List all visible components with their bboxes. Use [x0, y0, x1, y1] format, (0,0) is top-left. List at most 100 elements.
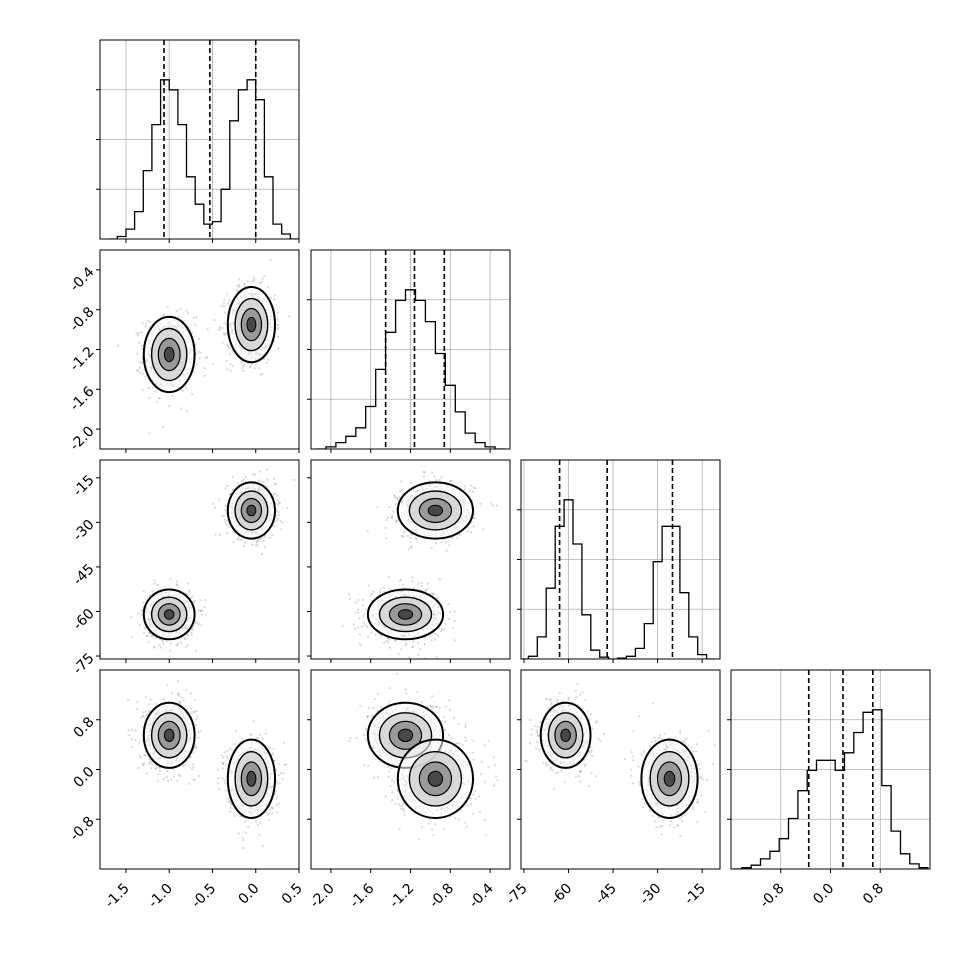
- sample-point: [388, 587, 391, 590]
- sample-point: [223, 298, 226, 301]
- sample-point: [221, 341, 224, 344]
- sample-point: [189, 712, 193, 715]
- sample-point: [147, 387, 150, 390]
- sample-point: [261, 537, 264, 540]
- sample-point: [255, 363, 258, 366]
- sample-point: [142, 764, 145, 767]
- sample-point: [276, 318, 279, 321]
- sample-point: [169, 778, 173, 781]
- sample-point: [225, 523, 228, 526]
- sample-point: [430, 546, 433, 549]
- sample-point: [253, 367, 256, 370]
- sample-point: [384, 526, 387, 529]
- sample-point: [263, 535, 266, 538]
- sample-point: [422, 470, 425, 473]
- sample-point: [153, 582, 156, 585]
- sample-point: [195, 622, 198, 625]
- sample-point: [274, 520, 277, 523]
- sample-point: [222, 514, 225, 518]
- sample-point: [195, 745, 198, 749]
- sample-point: [220, 514, 223, 518]
- sample-point: [240, 538, 243, 542]
- sample-point: [145, 772, 149, 775]
- sample-point: [189, 756, 192, 759]
- sample-point: [149, 320, 152, 323]
- sample-point: [445, 549, 448, 552]
- sample-point: [357, 626, 360, 629]
- sample-point: [166, 779, 170, 783]
- sample-point: [197, 350, 200, 353]
- sample-point: [178, 773, 181, 777]
- sample-point: [232, 488, 235, 491]
- sample-point: [362, 621, 365, 625]
- sample-point: [225, 359, 228, 362]
- sample-point: [237, 283, 240, 286]
- sample-point: [467, 526, 470, 530]
- sample-point: [412, 586, 415, 590]
- sample-point: [412, 640, 415, 643]
- sample-point: [146, 713, 149, 717]
- sample-point: [495, 504, 498, 507]
- sample-point: [396, 497, 399, 500]
- sample-point: [361, 615, 364, 618]
- sample-point: [237, 535, 240, 538]
- sample-point: [419, 648, 422, 651]
- sample-point: [203, 606, 206, 609]
- sample-point: [196, 621, 199, 624]
- sample-point: [197, 774, 200, 778]
- sample-point: [228, 493, 231, 496]
- sample-point: [175, 309, 179, 312]
- sample-point: [169, 577, 172, 580]
- sample-point: [204, 614, 207, 617]
- sample-point: [278, 501, 281, 504]
- sample-point: [231, 488, 234, 491]
- sample-point: [196, 363, 199, 366]
- sample-point: [273, 298, 276, 301]
- sample-point: [240, 367, 243, 370]
- sample-point: [194, 746, 197, 749]
- sample-point: [358, 633, 361, 636]
- sample-point: [141, 388, 144, 392]
- sample-point: [176, 779, 179, 783]
- sample-point: [173, 775, 176, 778]
- sample-point: [154, 767, 157, 770]
- sample-point: [169, 649, 172, 652]
- sample-point: [265, 468, 269, 471]
- sample-point: [448, 544, 451, 547]
- sample-point: [190, 631, 193, 634]
- sample-point: [229, 363, 232, 366]
- sample-point: [252, 276, 255, 279]
- sample-point: [396, 519, 399, 522]
- sample-point: [266, 478, 269, 481]
- sample-point: [145, 598, 148, 601]
- sample-point: [147, 703, 151, 706]
- sample-point: [279, 519, 282, 522]
- sample-point: [399, 480, 403, 483]
- sample-point: [429, 635, 432, 638]
- sample-point: [226, 302, 229, 305]
- sample-point: [197, 622, 200, 626]
- sample-point: [453, 610, 456, 613]
- sample-point: [240, 362, 243, 365]
- sample-point: [261, 372, 264, 376]
- sample-point: [232, 530, 235, 534]
- sample-point: [191, 595, 194, 598]
- sample-point: [170, 394, 174, 397]
- sample-point: [145, 696, 148, 699]
- sample-point: [213, 506, 217, 509]
- density-contour: [163, 346, 175, 363]
- sample-point: [154, 637, 157, 640]
- sample-point: [225, 331, 228, 334]
- sample-point: [194, 649, 197, 652]
- sample-point: [260, 553, 263, 556]
- sample-point: [139, 756, 142, 759]
- sample-point: [145, 634, 148, 637]
- sample-point: [449, 479, 452, 482]
- panel-frame: [99, 459, 300, 660]
- sample-point: [276, 499, 279, 502]
- sample-point: [387, 641, 390, 644]
- sample-point: [187, 582, 190, 585]
- sample-point: [379, 590, 382, 594]
- sample-point: [222, 305, 225, 308]
